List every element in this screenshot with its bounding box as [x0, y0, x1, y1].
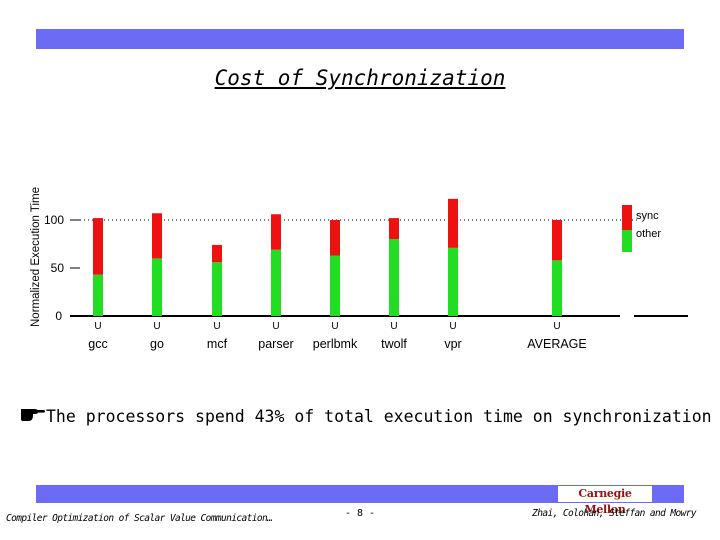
- legend-swatch-other: [622, 230, 632, 252]
- key-finding: The processors spend 43% of total execut…: [20, 404, 720, 426]
- bar-other: [448, 247, 458, 316]
- x-tick-marker: U: [213, 321, 220, 332]
- bar-other: [271, 249, 281, 316]
- bottom-banner: [36, 485, 684, 503]
- x-tick-label: mcf: [207, 337, 228, 351]
- y-tick-label: 100: [44, 213, 64, 227]
- bar-other: [330, 255, 340, 316]
- footer-title: Compiler Optimization of Scalar Value Co…: [6, 513, 273, 524]
- brand-label: Carnegie Mellon: [558, 486, 652, 516]
- bar-sync: [212, 244, 222, 263]
- bar-other: [552, 260, 562, 316]
- bar-sync: [389, 218, 399, 240]
- x-tick-marker: U: [153, 321, 160, 332]
- x-tick-label: go: [150, 337, 164, 351]
- x-tick-label: gcc: [88, 337, 107, 351]
- x-tick-marker: U: [449, 321, 456, 332]
- bar-sync: [93, 218, 103, 275]
- bar-sync: [330, 220, 340, 256]
- bar-sync: [152, 213, 162, 259]
- x-tick-marker: U: [94, 321, 101, 332]
- bar-other: [389, 239, 399, 316]
- x-tick-marker: U: [390, 321, 397, 332]
- footer-authors: Zhai, Colohan, Steffan and Mowry: [532, 508, 696, 519]
- legend-label-sync: sync: [636, 210, 659, 222]
- legend-swatch-sync: [622, 205, 632, 230]
- slide-title: Cost of Synchronization: [214, 66, 506, 90]
- legend-gap: [620, 315, 634, 318]
- y-tick-label: 0: [55, 309, 62, 323]
- finding-text: The processors spend 43% of total execut…: [46, 407, 712, 426]
- bar-other: [212, 262, 222, 316]
- x-tick-label: perlbmk: [313, 337, 358, 351]
- bar-sync: [448, 198, 458, 248]
- bar-other: [152, 258, 162, 316]
- legend-label-other: other: [636, 228, 661, 240]
- x-tick-label: twolf: [381, 337, 407, 351]
- x-tick-label: vpr: [444, 337, 461, 351]
- stacked-bar-chart: 0 50 100 U U U U U U U U gcc go mcf parser perlbmk twol…: [44, 198, 688, 351]
- x-tick-label: parser: [258, 337, 293, 351]
- bar-sync: [552, 220, 562, 261]
- bar-sync: [271, 214, 281, 250]
- bar-other: [93, 274, 103, 316]
- top-banner: [36, 29, 684, 49]
- page-number: - 8 -: [344, 508, 376, 519]
- x-tick-marker: U: [272, 321, 279, 332]
- pointing-hand-icon: [20, 404, 46, 424]
- x-tick-marker: U: [331, 321, 338, 332]
- x-tick-label: AVERAGE: [527, 337, 587, 351]
- y-tick-label: 50: [51, 261, 65, 275]
- x-tick-marker: U: [553, 321, 560, 332]
